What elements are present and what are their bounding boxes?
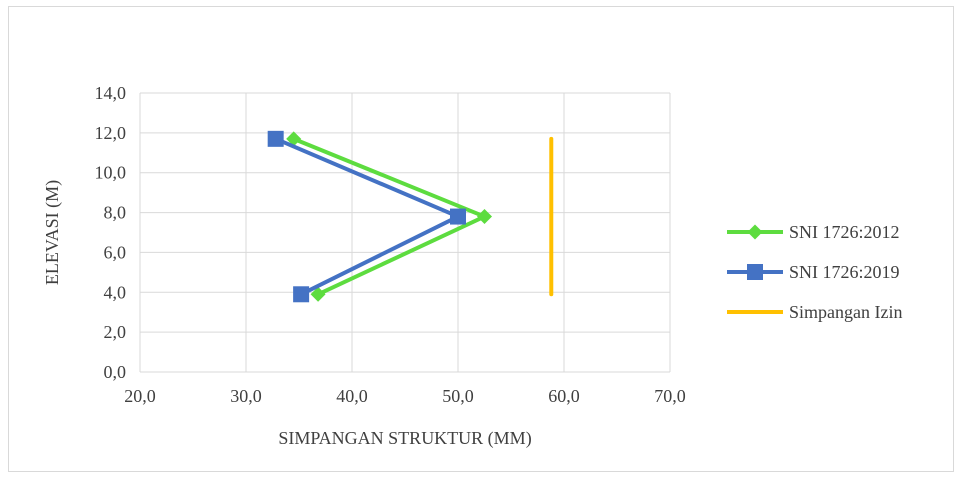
y-axis-title: ELEVASI (M) xyxy=(42,180,63,285)
y-tick-label: 4,0 xyxy=(104,282,127,302)
data-point xyxy=(477,209,492,224)
x-tick-label: 40,0 xyxy=(336,386,368,406)
legend-item: SNI 1726:2019 xyxy=(727,262,900,282)
legend-label: Simpangan Izin xyxy=(789,302,902,322)
data-point xyxy=(268,131,284,147)
x-tick-labels: 20,0 30,0 40,0 50,0 60,0 70,0 xyxy=(124,386,686,406)
legend: SNI 1726:2012 SNI 1726:2019 Simpangan Izin xyxy=(727,222,902,322)
y-tick-label: 6,0 xyxy=(104,242,127,262)
series-1 xyxy=(268,131,466,302)
y-tick-labels: 0,0 2,0 4,0 6,0 8,0 10,0 12,0 14,0 xyxy=(95,83,127,382)
y-tick-label: 2,0 xyxy=(104,322,127,342)
data-point xyxy=(450,209,466,225)
y-tick-label: 10,0 xyxy=(95,163,127,183)
series-layer xyxy=(268,131,552,302)
legend-item: Simpangan Izin xyxy=(727,302,902,322)
gridlines xyxy=(140,93,670,372)
y-tick-label: 0,0 xyxy=(104,362,127,382)
y-tick-label: 12,0 xyxy=(95,123,127,143)
legend-marker xyxy=(747,264,763,280)
legend-label: SNI 1726:2019 xyxy=(789,262,900,282)
x-tick-label: 60,0 xyxy=(548,386,580,406)
y-tick-label: 8,0 xyxy=(104,203,127,223)
legend-marker xyxy=(748,225,763,240)
x-tick-label: 30,0 xyxy=(230,386,262,406)
x-axis-title: SIMPANGAN STRUKTUR (MM) xyxy=(278,428,531,449)
x-tick-label: 20,0 xyxy=(124,386,156,406)
y-tick-label: 14,0 xyxy=(95,83,127,103)
data-point xyxy=(293,286,309,302)
x-tick-label: 50,0 xyxy=(442,386,474,406)
legend-item: SNI 1726:2012 xyxy=(727,222,900,242)
x-tick-label: 70,0 xyxy=(654,386,686,406)
legend-label: SNI 1726:2012 xyxy=(789,222,900,242)
